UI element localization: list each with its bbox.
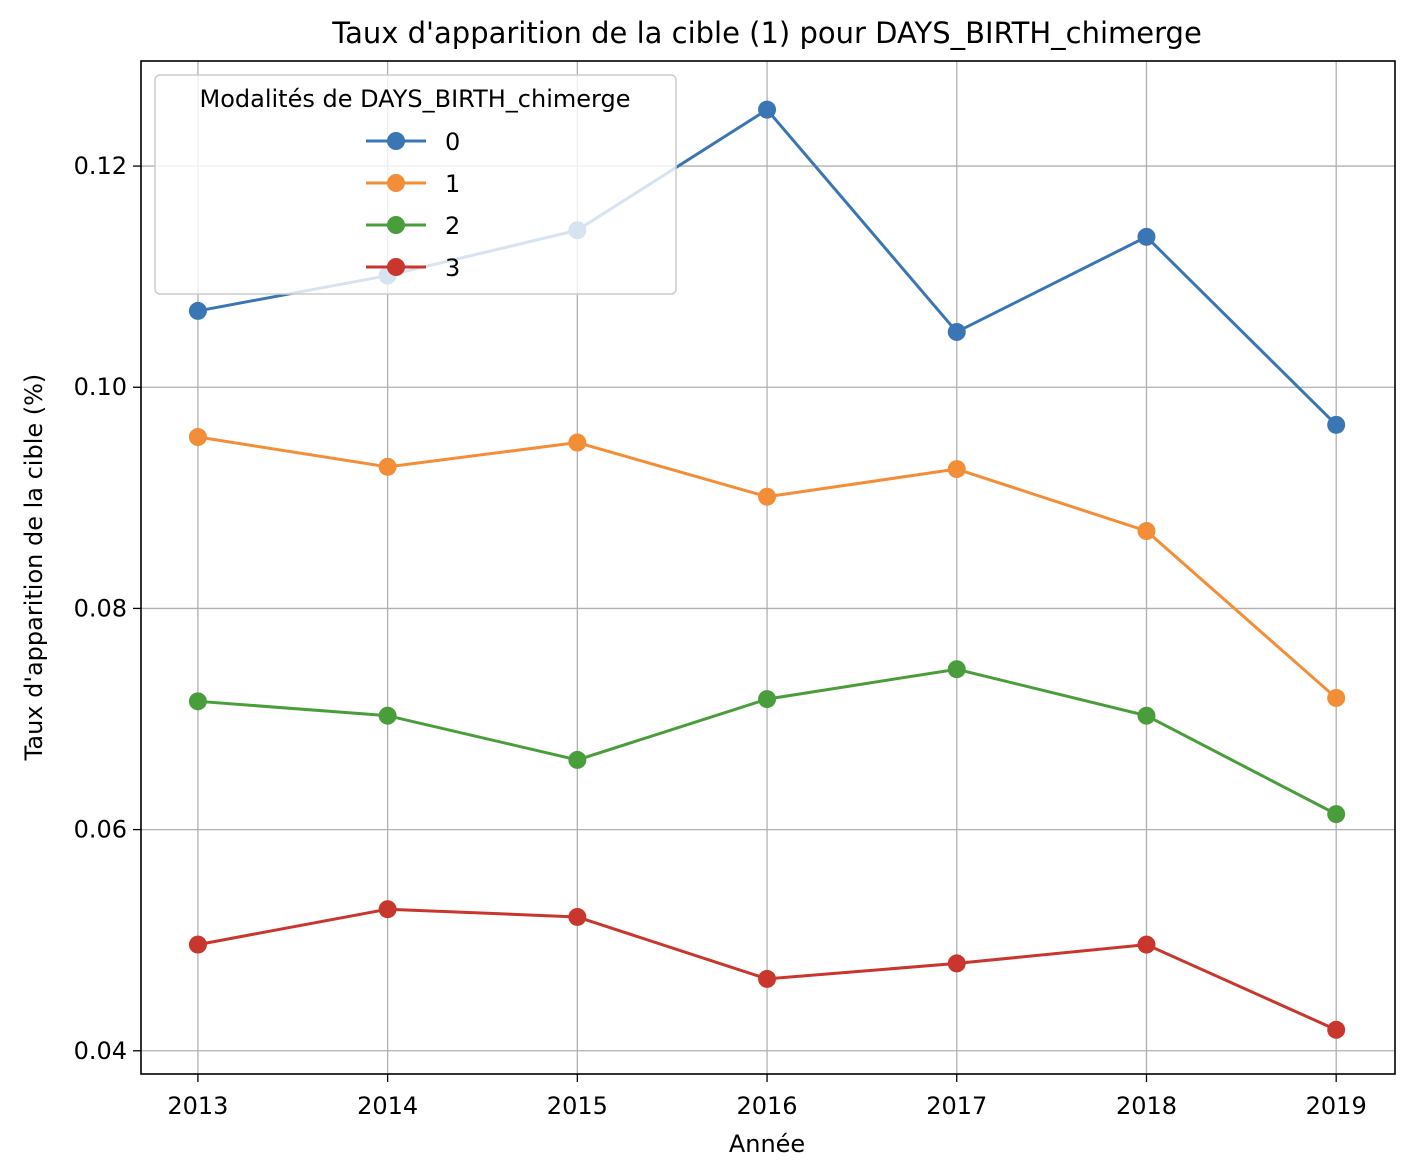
legend-label: 2 bbox=[445, 212, 460, 240]
y-axis-ticks: 0.04 0.06 0.08 0.10 0.12 bbox=[74, 152, 141, 1065]
data-point bbox=[758, 690, 777, 709]
x-tick-label: 2019 bbox=[1306, 1092, 1367, 1120]
x-axis-ticks: 2013 2014 2015 2016 2017 2018 2019 bbox=[167, 1074, 1367, 1120]
x-tick-label: 2015 bbox=[547, 1092, 608, 1120]
y-axis-label: Taux d'apparition de la cible (%) bbox=[20, 374, 48, 762]
data-point bbox=[568, 907, 587, 926]
y-tick-label: 0.04 bbox=[74, 1037, 127, 1065]
data-point bbox=[1137, 522, 1156, 541]
plot-frame bbox=[140, 60, 1396, 1075]
legend-entry-0: 0 bbox=[366, 128, 460, 156]
data-point bbox=[1137, 706, 1156, 725]
data-point bbox=[188, 935, 207, 954]
x-tick-label: 2013 bbox=[167, 1092, 228, 1120]
y-tick-label: 0.06 bbox=[74, 816, 127, 844]
legend-marker bbox=[387, 132, 405, 150]
chart-title: Taux d'apparition de la cible (1) pour D… bbox=[331, 16, 1202, 50]
series-layer bbox=[188, 100, 1346, 1039]
data-point bbox=[378, 706, 397, 725]
y-tick-label: 0.08 bbox=[74, 594, 127, 622]
data-point bbox=[947, 954, 966, 973]
data-point bbox=[758, 969, 777, 988]
data-point bbox=[947, 322, 966, 341]
series-2 bbox=[188, 660, 1346, 824]
data-point bbox=[568, 750, 587, 769]
data-point bbox=[1327, 805, 1346, 824]
y-tick-label: 0.12 bbox=[74, 152, 127, 180]
y-tick-label: 0.10 bbox=[74, 373, 127, 401]
legend-entry-3: 3 bbox=[366, 254, 460, 282]
x-tick-label: 2016 bbox=[737, 1092, 798, 1120]
data-point bbox=[758, 100, 777, 119]
data-point bbox=[1327, 688, 1346, 707]
legend-title: Modalités de DAYS_BIRTH_chimerge bbox=[200, 85, 631, 113]
legend-label: 1 bbox=[445, 170, 460, 198]
data-point bbox=[188, 301, 207, 320]
x-tick-label: 2014 bbox=[357, 1092, 418, 1120]
legend-marker bbox=[387, 174, 405, 192]
data-point bbox=[188, 692, 207, 711]
data-point bbox=[947, 460, 966, 479]
legend-marker bbox=[387, 216, 405, 234]
legend-entry-1: 1 bbox=[366, 170, 460, 198]
data-point bbox=[568, 433, 587, 452]
legend-label: 0 bbox=[445, 128, 460, 156]
data-point bbox=[1137, 935, 1156, 954]
legend-label: 3 bbox=[445, 254, 460, 282]
data-point bbox=[378, 457, 397, 476]
legend-entry-2: 2 bbox=[366, 212, 460, 240]
x-tick-label: 2017 bbox=[926, 1092, 987, 1120]
series-3 bbox=[188, 900, 1346, 1039]
data-point bbox=[188, 428, 207, 447]
data-point bbox=[1327, 415, 1346, 434]
data-point bbox=[1327, 1020, 1346, 1039]
series-1 bbox=[188, 428, 1346, 707]
x-tick-label: 2018 bbox=[1116, 1092, 1177, 1120]
data-point bbox=[378, 900, 397, 919]
legend-marker bbox=[387, 258, 405, 276]
legend: Modalités de DAYS_BIRTH_chimerge 0 1 2 3 bbox=[154, 74, 677, 295]
data-point bbox=[1137, 227, 1156, 246]
x-axis-label: Année bbox=[729, 1130, 805, 1158]
data-point bbox=[758, 487, 777, 506]
legend-entries: 0 1 2 3 bbox=[366, 128, 460, 282]
data-point bbox=[947, 660, 966, 679]
